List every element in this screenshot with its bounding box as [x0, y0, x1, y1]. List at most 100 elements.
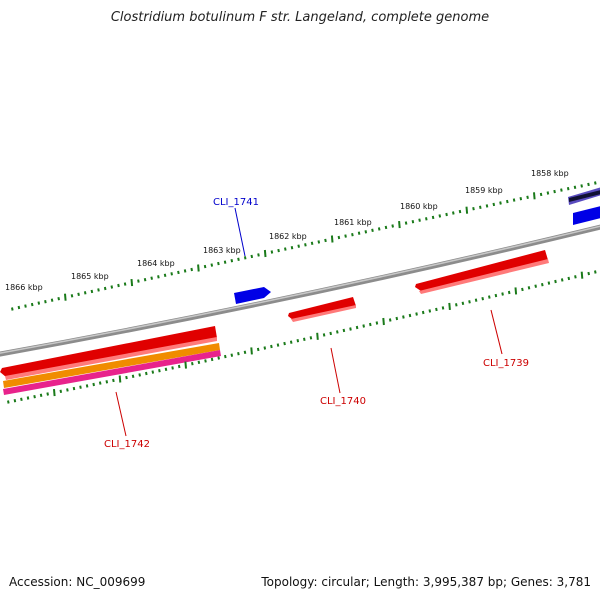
- scale-tick-minor: [566, 187, 570, 191]
- scale-tick-major: [64, 293, 67, 301]
- scale-tick-minor: [472, 207, 475, 211]
- scale-tick-minor: [163, 273, 167, 277]
- scale-tick-major: [465, 206, 469, 214]
- scale-tick-minor: [171, 366, 174, 370]
- scale-tick-minor: [573, 185, 577, 189]
- topology-summary: Topology: circular; Length: 3,995,387 bp…: [261, 575, 591, 589]
- scale-tick-minor: [587, 182, 590, 187]
- scale-tick-minor: [364, 230, 368, 234]
- scale-tick-minor: [539, 192, 543, 197]
- scale-tick-minor: [309, 336, 313, 340]
- scale-tick-minor: [290, 246, 294, 250]
- scale-tick-major: [118, 375, 122, 383]
- scale-tick-minor: [492, 202, 496, 207]
- scale-tick-minor: [117, 283, 120, 288]
- scale-tick-minor: [501, 292, 504, 296]
- scale-tick-minor: [33, 395, 36, 399]
- scale-tick-minor: [151, 370, 155, 374]
- scale-tick-minor: [435, 307, 438, 312]
- scale-tick-major: [533, 192, 536, 200]
- scale-tick-minor: [24, 304, 27, 308]
- scale-tick-major: [263, 249, 267, 258]
- gene-cli-1741[interactable]: [234, 287, 271, 304]
- scale-tick-minor: [70, 294, 74, 298]
- scale-tick-label: 1865 kbp: [71, 272, 109, 281]
- scale-tick-minor: [11, 307, 14, 311]
- leader-cli-1741: [234, 207, 246, 257]
- scale-tick-label: 1858 kbp: [531, 169, 569, 178]
- scale-tick-minor: [138, 373, 141, 377]
- scale-tick-label: 1860 kbp: [400, 202, 438, 211]
- scale-tick-minor: [150, 276, 153, 280]
- scale-tick-minor: [431, 215, 435, 220]
- scale-tick-minor: [103, 286, 107, 291]
- scale-tick-minor: [296, 339, 300, 343]
- scale-tick-minor: [408, 313, 412, 318]
- scale-tick-minor: [39, 393, 43, 397]
- scale-tick-minor: [57, 297, 60, 301]
- scale-tick-minor: [210, 263, 214, 267]
- scale-tick-minor: [310, 241, 314, 245]
- scale-tick-minor: [183, 269, 187, 273]
- scale-tick-minor: [479, 205, 482, 209]
- genome-backbone-highlight: [0, 225, 600, 354]
- scale-tick-minor: [344, 234, 347, 238]
- leader-cli-1740: [330, 347, 341, 394]
- scale-tick-minor: [560, 278, 564, 282]
- gene-partial-dark: [569, 190, 600, 202]
- scale-tick-minor: [230, 259, 234, 263]
- scale-tick-major: [197, 264, 200, 272]
- scale-tick-minor: [355, 325, 359, 330]
- gene-cli-1742-magenta: [3, 350, 221, 395]
- scale-tick-minor: [499, 201, 502, 205]
- scale-tick-minor: [369, 322, 372, 327]
- scale-tick-minor: [20, 397, 23, 401]
- scale-tick-minor: [131, 374, 135, 378]
- scale-tick-minor: [72, 386, 76, 391]
- scale-tick-minor: [66, 388, 69, 392]
- gene-cli-1740-shade: [291, 305, 356, 322]
- scale-tick-minor: [461, 301, 465, 305]
- scale-tick-minor: [587, 271, 590, 276]
- scale-tick-major: [184, 361, 187, 369]
- genome-backbone: [0, 224, 600, 357]
- scale-tick-minor: [270, 250, 274, 254]
- gene-cli-1739[interactable]: [415, 250, 548, 291]
- scale-tick-minor: [560, 188, 563, 192]
- scale-tick-minor: [277, 248, 280, 253]
- scale-tick-minor: [77, 292, 80, 296]
- scale-tick-minor: [158, 369, 161, 373]
- scale-tick-minor: [441, 306, 445, 310]
- accession-text: Accession: NC_009699: [9, 575, 146, 589]
- scale-tick-minor: [455, 303, 458, 307]
- scale-tick-minor: [284, 247, 287, 251]
- scale-tick-major: [250, 347, 253, 355]
- scale-tick-minor: [105, 380, 109, 384]
- gene-cli-1742[interactable]: [0, 326, 217, 377]
- scale-tick-minor: [494, 293, 498, 298]
- scale-tick-minor: [546, 191, 550, 195]
- scale-tick-minor: [276, 343, 280, 347]
- scale-tick-minor: [197, 360, 201, 364]
- scale-tick-minor: [304, 243, 307, 247]
- scale-tick-minor: [527, 286, 531, 290]
- scale-tick-minor: [458, 209, 462, 214]
- gene-cli-1740[interactable]: [288, 297, 356, 320]
- scale-tick-minor: [336, 330, 339, 334]
- scale-tick-minor: [391, 224, 394, 228]
- scale-tick-minor: [526, 195, 529, 199]
- scale-tick-minor: [224, 354, 227, 359]
- scale-tick-major: [514, 287, 518, 295]
- scale-tick-minor: [44, 300, 47, 304]
- scale-tick-minor: [243, 256, 247, 260]
- scale-tick-minor: [191, 362, 194, 366]
- scale-tick-minor: [384, 225, 388, 230]
- scale-tick-minor: [79, 385, 82, 389]
- scale-tick-minor: [541, 283, 544, 287]
- scale-tick-minor: [250, 254, 254, 259]
- scale-tick-minor: [190, 267, 193, 272]
- scale-tick-minor: [204, 359, 207, 363]
- scale-tick-minor: [125, 375, 128, 380]
- scale-tick-minor: [137, 279, 140, 283]
- scale-tick-minor: [97, 288, 100, 292]
